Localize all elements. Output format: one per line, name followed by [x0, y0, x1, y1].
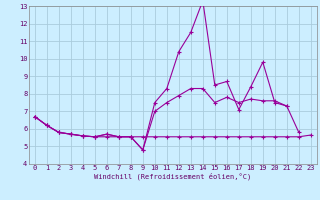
X-axis label: Windchill (Refroidissement éolien,°C): Windchill (Refroidissement éolien,°C) — [94, 173, 252, 180]
